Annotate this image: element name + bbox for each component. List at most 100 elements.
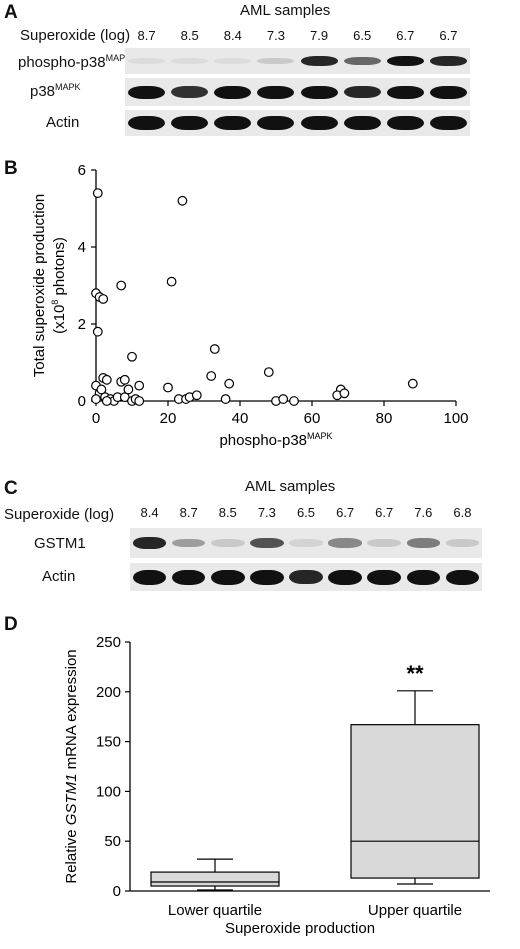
panel-a-phospho-blot bbox=[125, 48, 470, 74]
actin-a-band bbox=[300, 116, 338, 130]
b-x-tick-label: 80 bbox=[376, 410, 393, 427]
b-data-point bbox=[116, 280, 127, 291]
b-data-point bbox=[166, 276, 177, 287]
b-data-point bbox=[96, 384, 107, 395]
gstm1-band bbox=[250, 537, 284, 549]
panel-a-p38-label: p38MAPK bbox=[30, 82, 81, 100]
phospho-p38-band bbox=[343, 56, 381, 66]
b-y-tick-label: 4 bbox=[78, 239, 86, 256]
panel-a-lane-value: 8.7 bbox=[137, 28, 156, 43]
b-data-point bbox=[134, 396, 145, 406]
panel-a-lane-value: 6.7 bbox=[396, 28, 415, 43]
d-category-label: Lower quartile bbox=[168, 902, 262, 919]
d-box bbox=[350, 724, 480, 879]
d-y-tick-label: 100 bbox=[96, 783, 121, 800]
panel-a-lane-value: 6.5 bbox=[353, 28, 372, 43]
d-x-axis-label: Superoxide production bbox=[225, 920, 375, 937]
panel-c-lane-value: 7.6 bbox=[414, 505, 433, 520]
actin-c-band bbox=[406, 569, 441, 585]
panel-a-lane-value: 7.9 bbox=[310, 28, 329, 43]
actin-a-band bbox=[214, 116, 252, 130]
p38-band bbox=[128, 85, 166, 99]
b-data-point bbox=[101, 396, 112, 406]
panel-c-lane-value: 8.7 bbox=[179, 505, 198, 520]
panel-a-title: AML samples bbox=[240, 2, 331, 19]
panel-a-lane-value: 7.3 bbox=[266, 28, 285, 43]
panel-c-gstm1-blot bbox=[130, 528, 482, 558]
phospho-p38-band bbox=[429, 56, 467, 66]
d-y-tick-label: 50 bbox=[104, 833, 121, 850]
b-data-point bbox=[209, 344, 220, 354]
actin-a-band bbox=[386, 116, 424, 130]
b-data-point bbox=[163, 382, 173, 393]
b-data-point bbox=[101, 374, 112, 385]
b-data-point bbox=[92, 326, 103, 337]
b-data-point bbox=[119, 374, 130, 385]
b-x-axis-label: phospho-p38MAPK bbox=[219, 431, 332, 449]
actin-a-band bbox=[257, 116, 295, 130]
p38-band bbox=[171, 85, 209, 99]
panel-d-letter: D bbox=[4, 614, 18, 635]
d-significance-marker: ** bbox=[406, 661, 424, 686]
p38-band bbox=[300, 85, 338, 99]
b-data-point bbox=[220, 394, 231, 404]
d-y-axis-label: Relative GSTM1 mRNA expression bbox=[63, 649, 80, 883]
panel-a-lane-value: 8.5 bbox=[180, 28, 199, 43]
p38-band bbox=[257, 85, 295, 99]
b-data-point bbox=[98, 294, 109, 304]
panel-c-lane-value: 7.3 bbox=[257, 505, 276, 520]
panel-c-lane-value: 6.8 bbox=[453, 505, 472, 520]
panel-c-actin-blot bbox=[130, 563, 482, 591]
panel-c-actin-label: Actin bbox=[42, 568, 76, 585]
phospho-p38-band bbox=[300, 56, 338, 66]
phospho-p38-band bbox=[386, 56, 424, 66]
b-data-point bbox=[177, 195, 188, 206]
actin-a-band bbox=[171, 116, 209, 130]
gstm1-band bbox=[171, 538, 206, 548]
b-y-tick-label: 2 bbox=[78, 316, 86, 333]
b-data-point bbox=[91, 394, 101, 404]
panel-a-actin-blot bbox=[125, 110, 470, 136]
actin-c-band bbox=[445, 569, 480, 585]
p38-band bbox=[214, 85, 252, 99]
b-x-tick-label: 100 bbox=[443, 410, 468, 427]
b-x-tick-label: 60 bbox=[304, 410, 321, 427]
actin-c-band bbox=[328, 569, 362, 585]
phospho-p38-band bbox=[214, 58, 252, 64]
panel-c-lane-value: 6.7 bbox=[375, 505, 394, 520]
phospho-p38-band bbox=[171, 58, 209, 64]
p38-band bbox=[386, 85, 424, 99]
panel-b-letter: B bbox=[4, 158, 18, 179]
gstm1-band bbox=[210, 539, 245, 547]
panel-c-lane-value: 8.4 bbox=[140, 505, 159, 520]
d-y-tick-label: 250 bbox=[96, 634, 121, 651]
panel-c-superoxide-label: Superoxide (log) bbox=[4, 506, 115, 523]
b-y-axis-label-line2: (x108 photons) bbox=[50, 237, 68, 334]
panel-a-actin-label: Actin bbox=[46, 114, 80, 131]
actin-c-band bbox=[289, 569, 323, 585]
d-y-tick-label: 150 bbox=[96, 734, 121, 751]
actin-c-band bbox=[367, 569, 402, 585]
b-data-point bbox=[191, 390, 202, 401]
phospho-p38-band bbox=[257, 57, 295, 65]
d-y-tick-label: 0 bbox=[113, 883, 121, 900]
gstm1-band bbox=[132, 537, 167, 549]
panel-a-lane-value: 8.4 bbox=[223, 28, 242, 43]
b-data-point bbox=[278, 394, 289, 404]
gstm1-band bbox=[445, 539, 480, 547]
d-y-tick-label: 200 bbox=[96, 684, 121, 701]
b-data-point bbox=[92, 188, 103, 198]
actin-a-band bbox=[343, 116, 381, 130]
b-x-tick-label: 0 bbox=[92, 410, 100, 427]
b-data-point bbox=[339, 388, 350, 399]
p38-band bbox=[343, 85, 381, 99]
panel-c-letter: C bbox=[4, 478, 18, 499]
phospho-p38-band bbox=[128, 58, 166, 64]
gstm1-band bbox=[289, 539, 323, 547]
panel-d-box-chart: 0 50 100 150 200 250 Lower quartile Upper quart… bbox=[63, 634, 490, 937]
b-x-tick-label: 20 bbox=[160, 410, 177, 427]
b-y-tick-label: 0 bbox=[78, 393, 86, 410]
panel-a-letter: A bbox=[4, 2, 18, 23]
b-data-point bbox=[224, 378, 235, 389]
